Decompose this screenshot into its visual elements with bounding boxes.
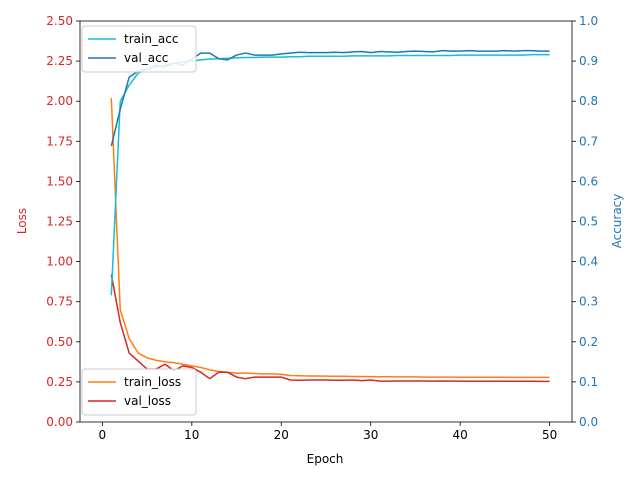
plot-area xyxy=(110,49,550,383)
x-tick-label: 0 xyxy=(99,428,107,442)
y-left-tick-label: 2.25 xyxy=(46,54,73,68)
x-axis: 0 10 20 30 40 50 xyxy=(99,422,557,442)
x-tick-label: 30 xyxy=(363,428,378,442)
legend-loss: train_loss val_loss xyxy=(81,368,197,416)
x-tick-label: 20 xyxy=(274,428,289,442)
legend-label-train-loss: train_loss xyxy=(124,375,181,389)
y-right-tick-label: 0.9 xyxy=(579,54,598,68)
y-left-tick-label: 0.25 xyxy=(46,375,73,389)
axes-border xyxy=(79,20,573,423)
y-axis-left-loss: 0.00 0.25 0.50 0.75 1.00 1.25 1.50 1.75 2.00 2.25… xyxy=(46,14,80,429)
y-left-tick-label: 1.00 xyxy=(46,255,73,269)
legend-label-val-loss: val_loss xyxy=(124,394,171,408)
y-right-tick-label: 0.7 xyxy=(579,134,598,148)
legend-label-train-acc: train_acc xyxy=(124,32,178,46)
y-left-tick-label: 0.75 xyxy=(46,295,73,309)
x-axis-title: Epoch xyxy=(307,452,344,466)
legend-box xyxy=(81,368,197,416)
y-left-tick-label: 2.00 xyxy=(46,94,73,108)
y-right-tick-label: 0.8 xyxy=(579,94,598,108)
series-train-acc-line xyxy=(110,53,550,296)
legend-box xyxy=(81,25,197,73)
x-tick-label: 10 xyxy=(184,428,199,442)
y-right-tick-label: 0.5 xyxy=(579,215,598,229)
y-axis-right-title: Accuracy xyxy=(610,194,624,249)
y-right-tick-label: 0.3 xyxy=(579,295,598,309)
y-axis-right-accuracy: 0.0 0.1 0.2 0.3 0.4 0.5 0.6 0.7 0.8 0.9 1.0 xyxy=(572,14,598,429)
series-train-loss-line xyxy=(110,97,550,379)
series-val-loss-line xyxy=(110,274,550,383)
y-left-tick-label: 1.75 xyxy=(46,134,73,148)
y-right-tick-label: 0.6 xyxy=(579,174,598,188)
axes-frame xyxy=(79,20,573,423)
y-right-tick-label: 0.1 xyxy=(579,375,598,389)
y-axis-left-title: Loss xyxy=(15,208,29,234)
y-right-tick-label: 0.4 xyxy=(579,255,598,269)
legend-accuracy: train_acc val_acc xyxy=(81,25,197,73)
y-right-tick-label: 1.0 xyxy=(579,14,598,28)
x-tick-label: 40 xyxy=(453,428,468,442)
y-left-tick-label: 1.25 xyxy=(46,215,73,229)
y-right-tick-label: 0.0 xyxy=(579,415,598,429)
y-left-tick-label: 0.50 xyxy=(46,335,73,349)
legend-label-val-acc: val_acc xyxy=(124,51,168,65)
y-left-tick-label: 2.50 xyxy=(46,14,73,28)
y-right-tick-label: 0.2 xyxy=(579,335,598,349)
y-left-tick-label: 0.00 xyxy=(46,415,73,429)
y-left-tick-label: 1.50 xyxy=(46,174,73,188)
x-tick-label: 50 xyxy=(542,428,557,442)
